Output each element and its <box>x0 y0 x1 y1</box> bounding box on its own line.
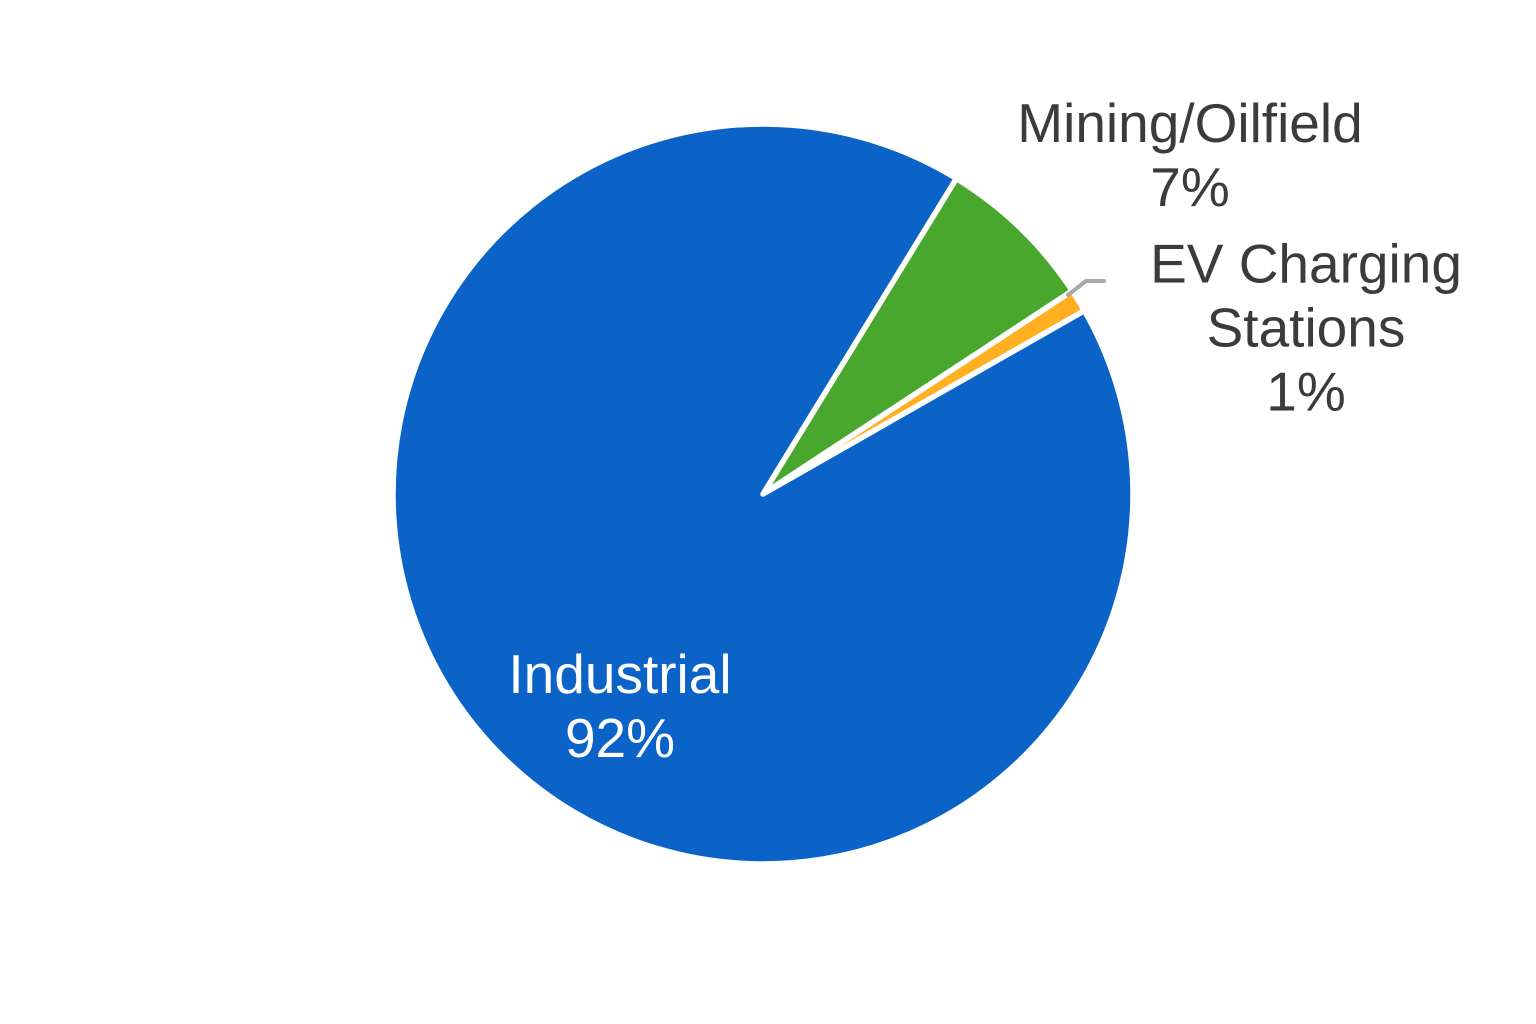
slice-label-text: Industrial <box>508 643 732 706</box>
slice-percent-text: 92% <box>564 707 676 769</box>
pie-slice-mining-oilfield <box>760 175 1075 497</box>
slice-label-text: EV Charging Stations <box>1150 232 1462 359</box>
label-mining-oilfield: Mining/Oilfield 7% <box>980 92 1400 220</box>
leader-line-ev-charging <box>1066 279 1106 297</box>
slice-percent-text: 1% <box>1266 359 1346 422</box>
slice-percent-text: 7% <box>1150 156 1230 218</box>
pie-slices <box>390 121 1136 867</box>
label-industrial: Industrial 92% <box>410 643 830 771</box>
pie-slice-industrial <box>390 121 1136 867</box>
label-ev-charging-stations: EV Charging Stations 1% <box>1141 232 1471 423</box>
slice-label-text: Mining/Oilfield <box>1017 92 1363 155</box>
